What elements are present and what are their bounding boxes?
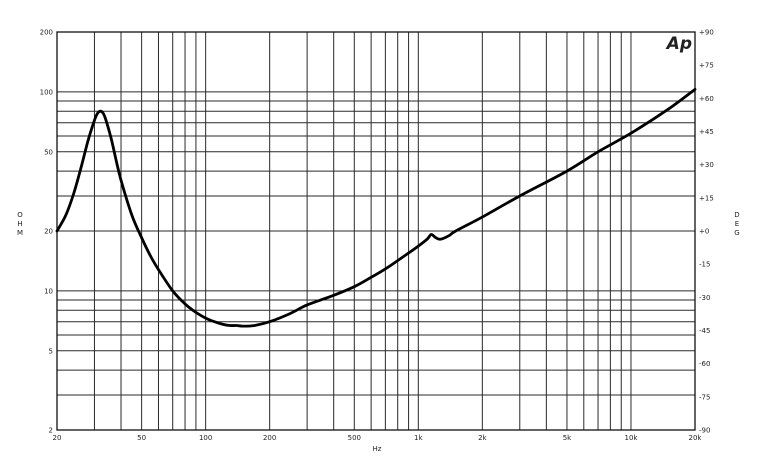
x-tick-label: 10k: [624, 434, 638, 442]
x-tick-label: 5k: [563, 434, 572, 442]
impedance-curve: [55, 87, 697, 328]
x-tick-label: 1k: [414, 434, 423, 442]
y2-tick-label: -90: [699, 427, 710, 435]
y2-tick-label: +45: [699, 128, 714, 136]
y-tick-label: 200: [40, 29, 53, 37]
y-tick-label: 10: [44, 287, 53, 295]
y2-tick-label: +30: [699, 161, 714, 169]
y2-tick-label: -30: [699, 294, 710, 302]
y-tick-label: 2: [49, 427, 53, 435]
y2-tick-label: -15: [699, 261, 710, 269]
y2-tick-label: +75: [699, 62, 714, 70]
x-tick-label: 500: [348, 434, 361, 442]
y2-tick-label: -60: [699, 360, 710, 368]
x-tick-label: 2k: [478, 434, 487, 442]
x-tick-label: 20k: [689, 434, 703, 442]
y2-tick-label: -45: [699, 327, 710, 335]
x-tick-label: 20: [53, 434, 62, 442]
y-tick-label: 20: [44, 228, 53, 236]
y-grid-lines: [57, 31, 695, 431]
y2-tick-label: +60: [699, 95, 714, 103]
x-axis-label: Hz: [373, 445, 382, 453]
ap-logo: Ap: [665, 34, 692, 54]
x-tick-label: 100: [199, 434, 212, 442]
y2-tick-label: +90: [699, 29, 714, 37]
y-tick-labels: 2 5 10 20 50 100 200: [40, 29, 53, 435]
x-tick-label: 50: [137, 434, 146, 442]
x-tick-label: 200: [263, 434, 276, 442]
y-tick-label: 50: [44, 148, 53, 156]
y-tick-label: 100: [40, 88, 53, 96]
y2-tick-labels: +90 +75 +60 +45 +30 +15 +0 -15 -30 -45 -60 -75 -90: [699, 29, 714, 435]
y2-tick-label: +15: [699, 194, 714, 202]
y-tick-label: 5: [49, 347, 53, 355]
y2-tick-label: +0: [699, 228, 709, 236]
x-tick-labels: 20 50 100 200 500 1k 2k 5k 10k 20k: [53, 434, 703, 442]
y2-tick-label: -75: [699, 393, 710, 401]
